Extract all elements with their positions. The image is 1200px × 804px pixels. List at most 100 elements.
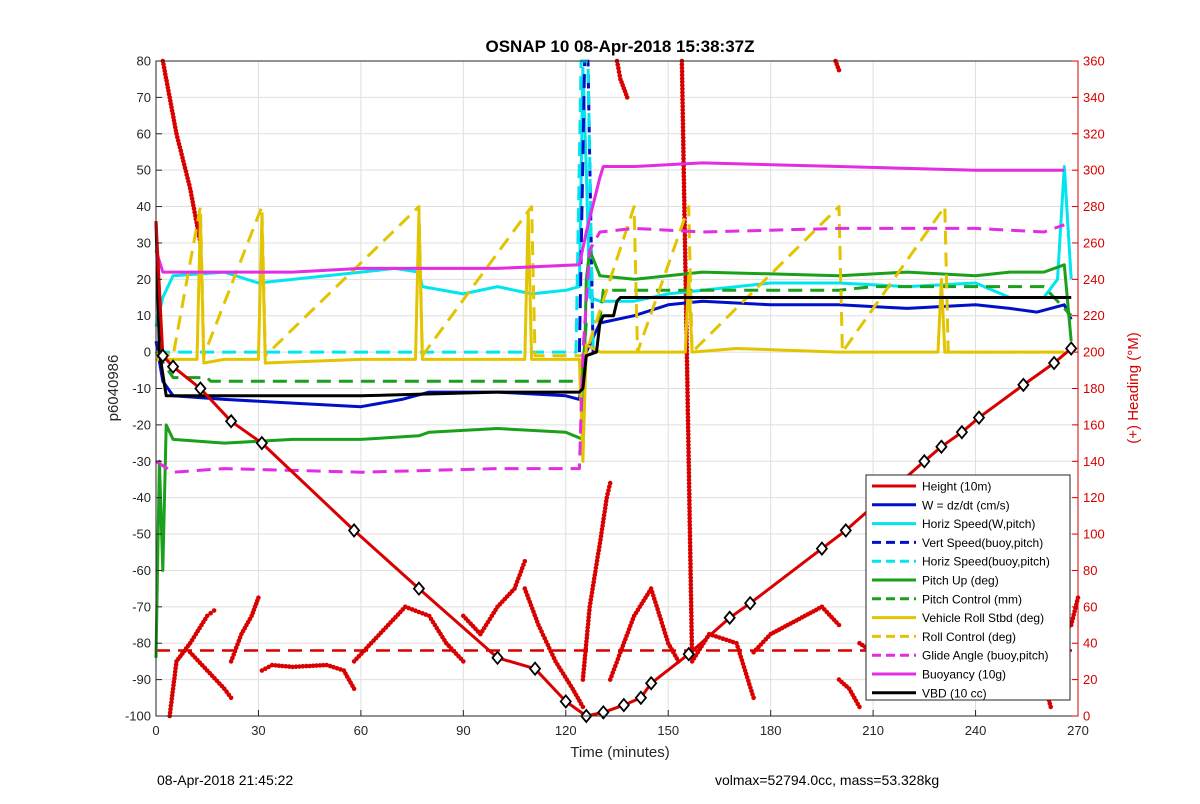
heading-point bbox=[263, 666, 268, 671]
heading-point bbox=[686, 467, 692, 472]
heading-point bbox=[686, 474, 692, 479]
heading-point bbox=[297, 664, 302, 669]
footer-info: volmax=52794.0cc, mass=53.328kg bbox=[715, 772, 940, 788]
y-left-tick-label: -20 bbox=[132, 417, 151, 432]
heading-point bbox=[607, 480, 613, 486]
y-left-tick-label: 80 bbox=[137, 54, 151, 69]
heading-point bbox=[680, 104, 685, 109]
heading-point bbox=[589, 593, 594, 599]
heading-point bbox=[687, 540, 693, 545]
legend-label: Pitch Control (mm) bbox=[922, 592, 1022, 606]
heading-point bbox=[681, 187, 687, 193]
heading-point bbox=[582, 660, 587, 665]
heading-point bbox=[686, 449, 691, 455]
y-axis-left: 80 70 60 50 40 30 20 10 0 -10 -20 -30 -40 -50 -60 -70 -8… bbox=[125, 54, 162, 724]
heading-point bbox=[604, 495, 610, 501]
series-lines bbox=[154, 59, 1073, 718]
heading-point bbox=[685, 383, 690, 388]
height-marker bbox=[528, 661, 542, 677]
heading-point bbox=[684, 365, 690, 371]
heading-point bbox=[688, 596, 694, 601]
heading-point bbox=[684, 358, 690, 364]
heading-point bbox=[679, 65, 685, 71]
heading-point bbox=[680, 97, 685, 102]
height-marker bbox=[255, 435, 269, 451]
heading-point bbox=[593, 565, 599, 571]
heading-point bbox=[582, 656, 588, 662]
heading-point bbox=[600, 519, 606, 525]
heading-point bbox=[680, 100, 685, 106]
heading-point bbox=[616, 69, 622, 75]
y-axis-right: 3603403203002802602402202001801601401201… bbox=[1072, 54, 1105, 724]
x-tick-label: 270 bbox=[1067, 723, 1089, 738]
y-left-tick-label: 30 bbox=[137, 235, 151, 250]
heading-point bbox=[746, 678, 751, 683]
heading-point bbox=[290, 664, 295, 670]
series-line-10 bbox=[154, 161, 1065, 274]
y-left-tick-label: -50 bbox=[132, 527, 151, 542]
heading-point bbox=[687, 505, 692, 511]
heading-point bbox=[658, 617, 664, 622]
heading-point bbox=[688, 575, 693, 580]
height-marker bbox=[194, 381, 207, 396]
heading-point bbox=[1048, 704, 1053, 710]
heading-point bbox=[687, 498, 692, 504]
heading-point bbox=[687, 536, 693, 542]
heading-point bbox=[682, 236, 688, 242]
footer-timestamp: 08-Apr-2018 21:45:22 bbox=[157, 772, 294, 788]
heading-point bbox=[685, 376, 690, 382]
heading-point bbox=[684, 362, 690, 368]
heading-point bbox=[587, 608, 592, 613]
heading-point bbox=[836, 622, 842, 628]
heading-point bbox=[681, 184, 687, 189]
y-left-tick-label: 0 bbox=[144, 345, 151, 360]
y-right-tick-label: 360 bbox=[1083, 54, 1105, 69]
heading-point bbox=[593, 569, 598, 574]
heading-point bbox=[688, 603, 694, 608]
y-right-tick-label: 160 bbox=[1083, 417, 1105, 432]
heading-point bbox=[687, 523, 693, 528]
heading-point bbox=[607, 484, 612, 490]
x-tick-label: 60 bbox=[354, 723, 368, 738]
heading-point bbox=[687, 512, 692, 518]
height-marker bbox=[597, 704, 610, 720]
heading-point bbox=[689, 627, 694, 633]
heading-point bbox=[688, 589, 694, 594]
heading-point bbox=[616, 66, 621, 71]
heading-point bbox=[307, 663, 313, 669]
height-marker bbox=[644, 675, 658, 691]
x-tick-label: 180 bbox=[760, 723, 782, 738]
height-marker bbox=[723, 610, 736, 626]
heading-point bbox=[235, 642, 240, 647]
heading-point bbox=[689, 610, 694, 615]
y-right-tick-label: 340 bbox=[1083, 90, 1105, 105]
heading-point bbox=[580, 673, 586, 679]
heading-point bbox=[585, 628, 590, 634]
x-tick-label: 150 bbox=[657, 723, 679, 738]
heading-point bbox=[688, 561, 693, 566]
y-left-tick-label: -80 bbox=[132, 636, 151, 651]
heading-point bbox=[687, 519, 692, 525]
heading-point bbox=[583, 646, 589, 651]
height-markers bbox=[156, 341, 1078, 724]
heading-point bbox=[681, 166, 686, 172]
heading-point bbox=[310, 663, 316, 669]
heading-point bbox=[717, 635, 722, 640]
heading-point bbox=[688, 550, 693, 556]
heading-point bbox=[171, 683, 176, 688]
y-right-tick-label: 40 bbox=[1083, 636, 1097, 651]
heading-point bbox=[170, 689, 175, 695]
y-right-tick-label: 80 bbox=[1083, 563, 1097, 578]
heading-point bbox=[683, 268, 688, 273]
heading-point bbox=[680, 107, 685, 113]
heading-point bbox=[580, 704, 586, 710]
height-marker bbox=[156, 348, 170, 364]
heading-point bbox=[351, 686, 357, 691]
heading-point bbox=[584, 639, 589, 644]
heading-point bbox=[686, 463, 692, 469]
heading-point bbox=[194, 223, 200, 229]
heading-point bbox=[689, 631, 694, 636]
heading-point bbox=[582, 653, 588, 658]
heading-point bbox=[687, 502, 692, 507]
heading-point bbox=[283, 664, 289, 669]
